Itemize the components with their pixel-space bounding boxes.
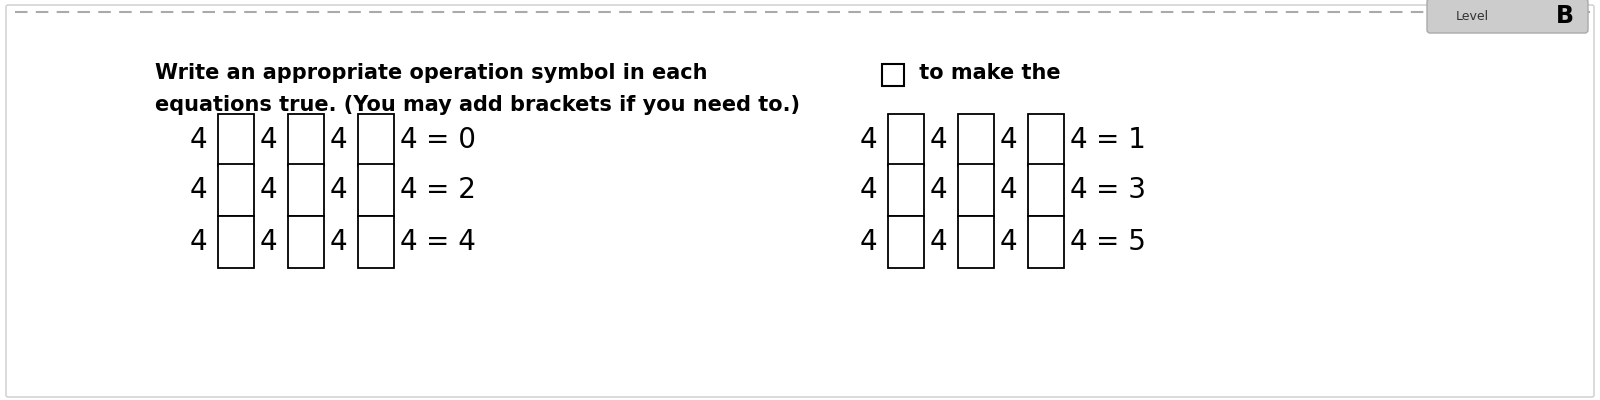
Bar [958, 164, 994, 216]
Bar [218, 164, 254, 216]
Text: = 2: = 2 [426, 176, 475, 204]
Bar [358, 114, 394, 166]
Text: 4: 4 [1070, 176, 1088, 204]
Bar [358, 216, 394, 268]
Text: 4: 4 [259, 228, 278, 256]
Text: 4: 4 [861, 126, 878, 154]
Text: 4: 4 [400, 126, 418, 154]
Bar [288, 114, 323, 166]
Text: B: B [1555, 4, 1574, 28]
Text: 4: 4 [190, 176, 208, 204]
Text: 4: 4 [861, 176, 878, 204]
Text: 4: 4 [259, 176, 278, 204]
Bar [882, 64, 904, 86]
FancyBboxPatch shape [1427, 0, 1587, 33]
Bar [958, 114, 994, 166]
Text: 4: 4 [330, 228, 347, 256]
Text: Level: Level [1456, 10, 1488, 22]
Bar [888, 114, 925, 166]
Text: 4: 4 [190, 126, 208, 154]
Bar [288, 216, 323, 268]
Text: 4: 4 [1000, 126, 1018, 154]
Bar [888, 164, 925, 216]
Text: 4: 4 [190, 228, 208, 256]
Bar [288, 164, 323, 216]
Text: Write an appropriate operation symbol in each: Write an appropriate operation symbol in… [155, 63, 707, 83]
Text: = 1: = 1 [1096, 126, 1146, 154]
Text: = 0: = 0 [426, 126, 477, 154]
Bar [1027, 164, 1064, 216]
Bar [218, 114, 254, 166]
Bar [358, 164, 394, 216]
Bar [218, 216, 254, 268]
Bar [1027, 216, 1064, 268]
Bar [888, 216, 925, 268]
Text: 4: 4 [1070, 228, 1088, 256]
Text: 4: 4 [259, 126, 278, 154]
Text: 4: 4 [930, 176, 947, 204]
Text: 4: 4 [1000, 228, 1018, 256]
Text: 4: 4 [330, 126, 347, 154]
Text: equations true. (You may add brackets if you need to.): equations true. (You may add brackets if… [155, 95, 800, 115]
Text: 4: 4 [330, 176, 347, 204]
Text: 4: 4 [400, 176, 418, 204]
Text: 4: 4 [861, 228, 878, 256]
Text: = 5: = 5 [1096, 228, 1146, 256]
Text: = 3: = 3 [1096, 176, 1146, 204]
Bar [1027, 114, 1064, 166]
Text: 4: 4 [930, 126, 947, 154]
Text: 4: 4 [400, 228, 418, 256]
Text: 4: 4 [930, 228, 947, 256]
Text: = 4: = 4 [426, 228, 475, 256]
Text: 4: 4 [1000, 176, 1018, 204]
Bar [958, 216, 994, 268]
FancyBboxPatch shape [6, 5, 1594, 397]
Text: 4: 4 [1070, 126, 1088, 154]
Text: to make the: to make the [912, 63, 1061, 83]
